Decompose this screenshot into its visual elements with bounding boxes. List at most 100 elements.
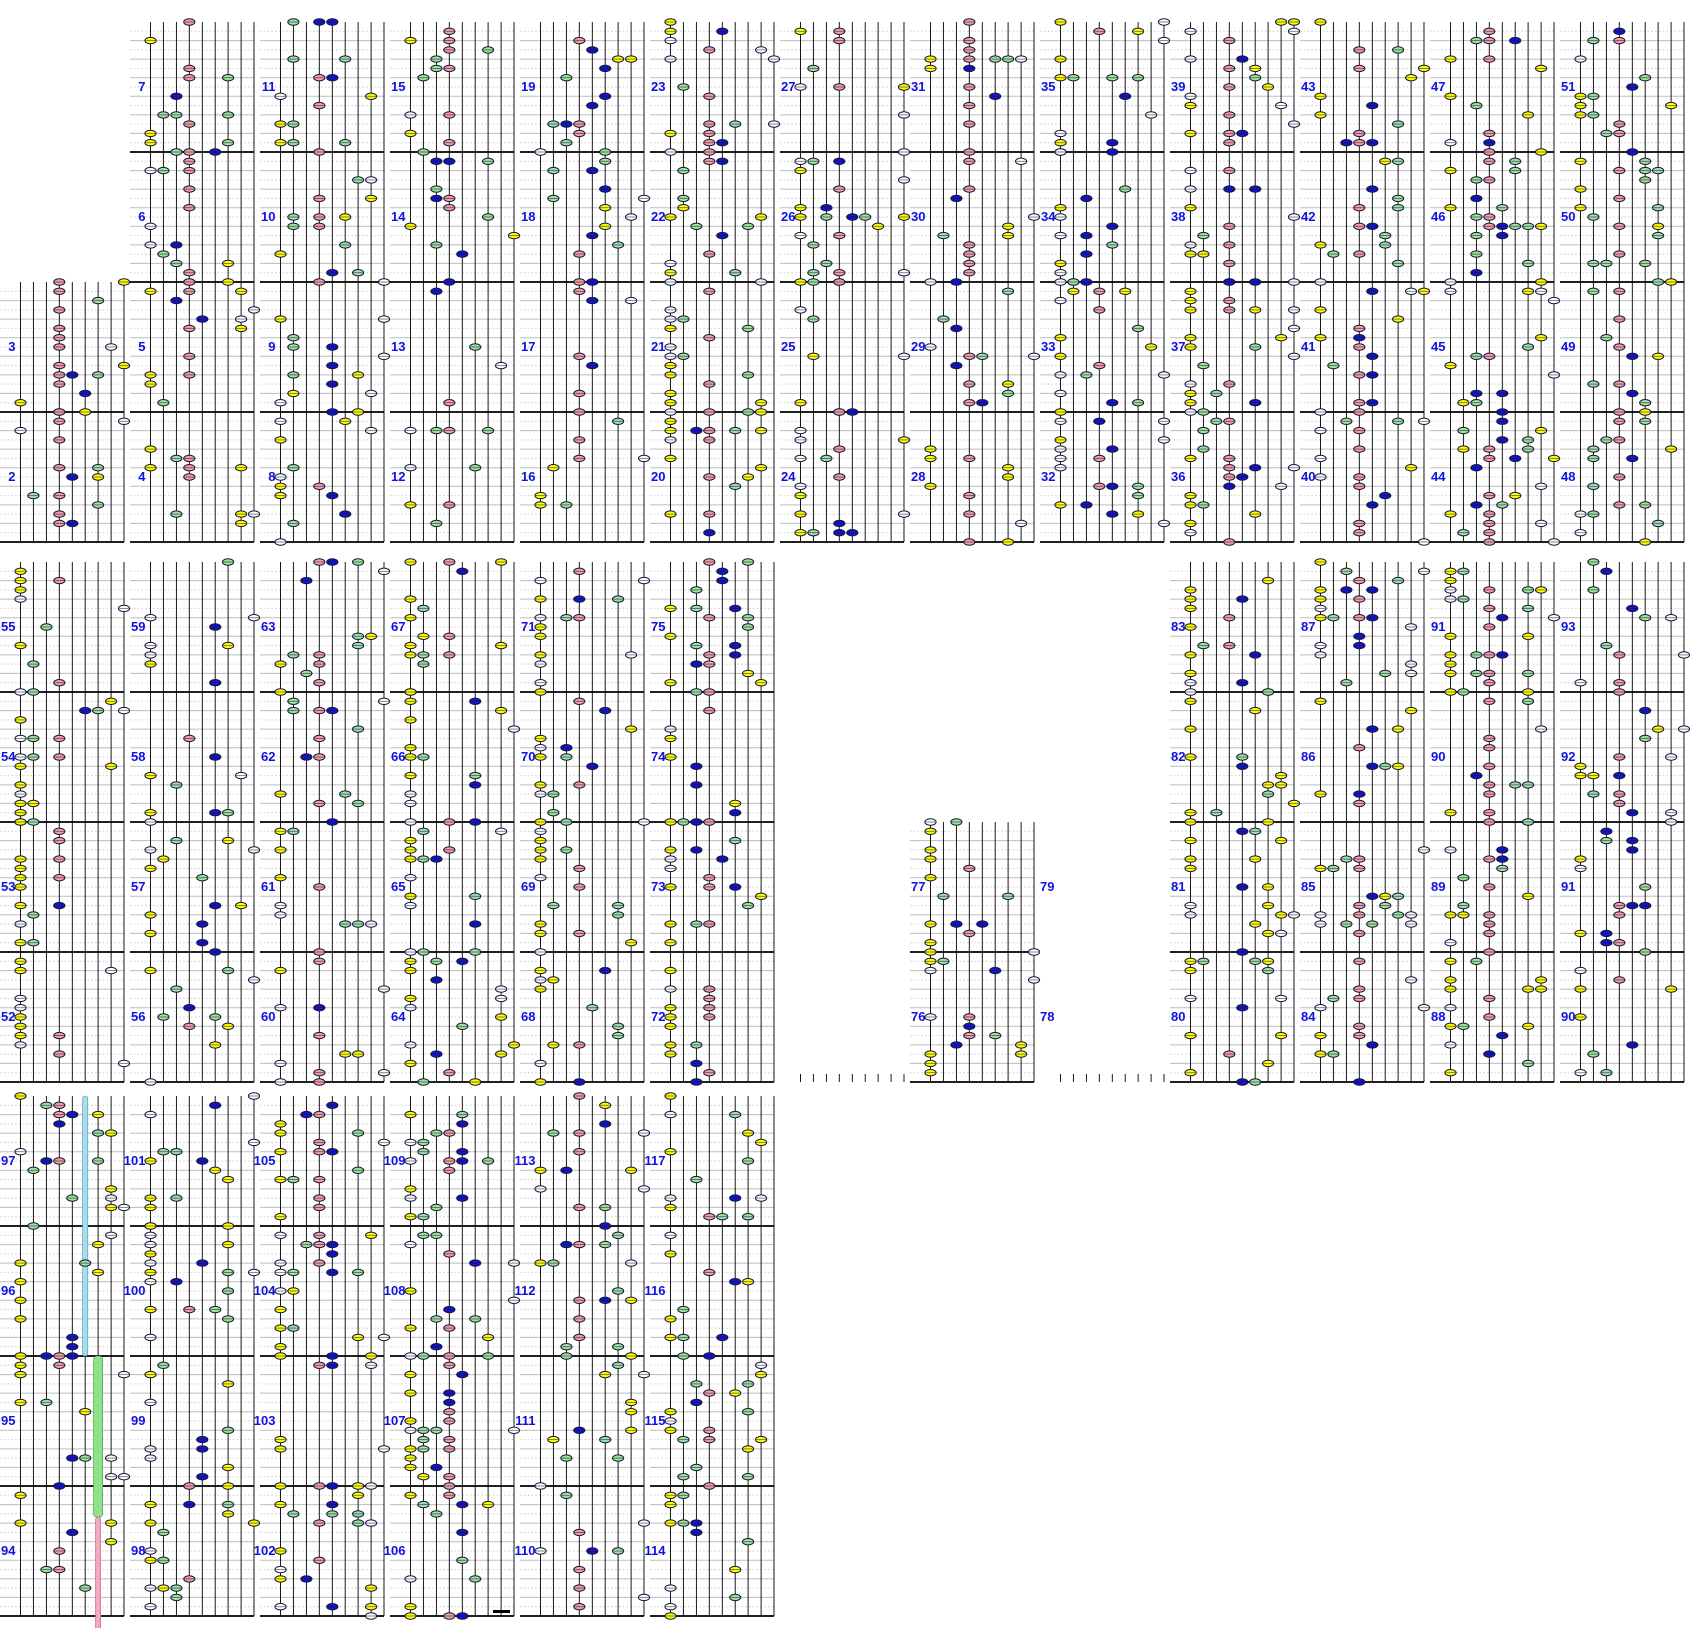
- svg-text:12: 12: [391, 469, 405, 484]
- svg-text:65: 65: [391, 879, 405, 894]
- svg-text:67: 67: [391, 619, 405, 634]
- svg-text:5: 5: [138, 339, 145, 354]
- svg-text:55: 55: [1, 619, 15, 634]
- svg-text:75: 75: [651, 619, 665, 634]
- svg-text:27: 27: [781, 79, 795, 94]
- svg-text:96: 96: [1, 1283, 15, 1298]
- svg-text:7: 7: [138, 79, 145, 94]
- svg-text:69: 69: [521, 879, 535, 894]
- svg-text:83: 83: [1171, 619, 1185, 634]
- svg-text:36: 36: [1171, 469, 1185, 484]
- svg-text:38: 38: [1171, 209, 1185, 224]
- svg-text:13: 13: [391, 339, 405, 354]
- svg-text:102: 102: [254, 1543, 276, 1558]
- svg-text:49: 49: [1561, 339, 1575, 354]
- svg-text:8: 8: [268, 469, 275, 484]
- svg-text:86: 86: [1301, 749, 1315, 764]
- svg-text:90: 90: [1561, 1009, 1575, 1024]
- svg-text:74: 74: [651, 749, 666, 764]
- svg-text:44: 44: [1431, 469, 1446, 484]
- svg-text:53: 53: [1, 879, 15, 894]
- svg-text:92: 92: [1561, 749, 1575, 764]
- svg-text:95: 95: [1, 1413, 15, 1428]
- svg-text:110: 110: [515, 1543, 536, 1558]
- svg-text:98: 98: [131, 1543, 145, 1558]
- svg-text:46: 46: [1431, 209, 1445, 224]
- svg-text:48: 48: [1561, 469, 1575, 484]
- svg-text:33: 33: [1041, 339, 1055, 354]
- svg-text:50: 50: [1561, 209, 1575, 224]
- svg-text:47: 47: [1431, 79, 1445, 94]
- svg-text:59: 59: [131, 619, 145, 634]
- svg-text:105: 105: [254, 1153, 276, 1168]
- svg-text:68: 68: [521, 1009, 535, 1024]
- svg-text:54: 54: [1, 749, 16, 764]
- svg-text:107: 107: [384, 1413, 406, 1428]
- svg-text:103: 103: [254, 1413, 276, 1428]
- svg-text:88: 88: [1431, 1009, 1445, 1024]
- svg-text:18: 18: [521, 209, 535, 224]
- svg-text:117: 117: [645, 1153, 666, 1168]
- svg-text:9: 9: [268, 339, 275, 354]
- svg-text:87: 87: [1301, 619, 1315, 634]
- svg-text:108: 108: [384, 1283, 406, 1298]
- svg-text:23: 23: [651, 79, 665, 94]
- svg-text:91: 91: [1561, 879, 1575, 894]
- svg-text:24: 24: [781, 469, 796, 484]
- svg-text:20: 20: [651, 469, 665, 484]
- svg-text:89: 89: [1431, 879, 1445, 894]
- svg-text:115: 115: [645, 1413, 666, 1428]
- svg-text:64: 64: [391, 1009, 406, 1024]
- svg-text:78: 78: [1040, 1009, 1054, 1024]
- svg-text:45: 45: [1431, 339, 1445, 354]
- svg-text:94: 94: [1, 1543, 16, 1558]
- svg-text:106: 106: [384, 1543, 406, 1558]
- svg-text:71: 71: [521, 619, 535, 634]
- svg-text:111: 111: [515, 1413, 535, 1428]
- svg-text:58: 58: [131, 749, 145, 764]
- svg-text:97: 97: [1, 1153, 15, 1168]
- svg-text:10: 10: [261, 209, 275, 224]
- svg-text:77: 77: [911, 879, 925, 894]
- svg-text:79: 79: [1040, 879, 1054, 894]
- svg-text:90: 90: [1431, 749, 1445, 764]
- svg-text:85: 85: [1301, 879, 1315, 894]
- svg-text:31: 31: [911, 79, 925, 94]
- svg-text:37: 37: [1171, 339, 1185, 354]
- svg-text:72: 72: [651, 1009, 665, 1024]
- svg-text:57: 57: [131, 879, 145, 894]
- svg-text:32: 32: [1041, 469, 1055, 484]
- svg-text:39: 39: [1171, 79, 1185, 94]
- svg-text:14: 14: [391, 209, 406, 224]
- svg-text:104: 104: [254, 1283, 276, 1298]
- svg-text:62: 62: [261, 749, 275, 764]
- svg-text:25: 25: [781, 339, 795, 354]
- svg-text:61: 61: [261, 879, 275, 894]
- svg-text:30: 30: [911, 209, 925, 224]
- svg-text:80: 80: [1171, 1009, 1185, 1024]
- svg-text:73: 73: [651, 879, 665, 894]
- svg-text:26: 26: [781, 209, 795, 224]
- svg-text:2: 2: [8, 469, 15, 484]
- svg-text:100: 100: [124, 1283, 146, 1298]
- svg-text:99: 99: [131, 1413, 145, 1428]
- svg-text:16: 16: [521, 469, 535, 484]
- svg-text:19: 19: [521, 79, 535, 94]
- svg-text:17: 17: [521, 339, 535, 354]
- svg-text:34: 34: [1041, 209, 1056, 224]
- svg-text:63: 63: [261, 619, 275, 634]
- svg-text:109: 109: [384, 1153, 406, 1168]
- svg-text:6: 6: [138, 209, 145, 224]
- svg-text:43: 43: [1301, 79, 1315, 94]
- svg-text:60: 60: [261, 1009, 275, 1024]
- svg-text:116: 116: [645, 1283, 666, 1298]
- svg-text:66: 66: [391, 749, 405, 764]
- svg-text:29: 29: [911, 339, 925, 354]
- svg-text:113: 113: [515, 1153, 536, 1168]
- svg-text:52: 52: [1, 1009, 15, 1024]
- svg-text:91: 91: [1431, 619, 1445, 634]
- svg-text:84: 84: [1301, 1009, 1316, 1024]
- svg-text:41: 41: [1301, 339, 1315, 354]
- svg-text:76: 76: [911, 1009, 925, 1024]
- svg-text:93: 93: [1561, 619, 1575, 634]
